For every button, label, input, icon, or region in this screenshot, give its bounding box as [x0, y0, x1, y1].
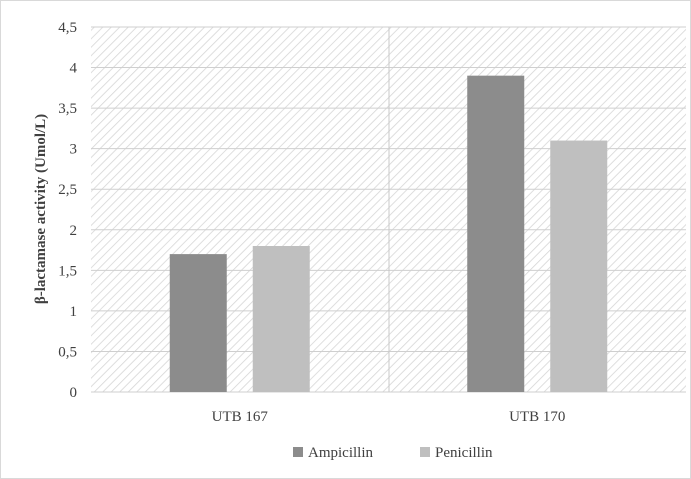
- x-category-labels: UTB 167 UTB 170: [212, 409, 566, 425]
- y-tick-label: 1: [70, 304, 78, 320]
- bar-ampicillin-utb-167: [169, 254, 227, 392]
- x-category-label: UTB 167: [212, 409, 269, 425]
- y-tick-label: 0: [70, 385, 78, 401]
- y-axis-label: β-lactamase activity (Umol/L): [33, 114, 49, 304]
- bar-penicillin-utb-167: [252, 246, 310, 392]
- bars: [169, 75, 608, 393]
- y-tick-label: 0,5: [58, 344, 77, 360]
- y-tick-label: 4,5: [58, 20, 77, 36]
- legend: Ampicillin Penicillin: [293, 445, 493, 461]
- bar-ampicillin-utb-170: [467, 75, 525, 393]
- legend-label: Ampicillin: [308, 445, 373, 461]
- bar-penicillin-utb-170: [550, 140, 608, 392]
- y-tick-label: 2,5: [58, 182, 77, 198]
- legend-label: Penicillin: [435, 445, 493, 461]
- y-tick-label: 2: [70, 223, 78, 239]
- x-category-label: UTB 170: [509, 409, 565, 425]
- y-tick-label: 4: [70, 61, 78, 77]
- legend-swatch: [420, 447, 430, 457]
- y-tick-label: 1,5: [58, 263, 77, 279]
- legend-swatch: [293, 447, 303, 457]
- y-tick-label: 3: [70, 142, 78, 158]
- y-tick-labels: 0 0,5 1 1,5 2 2,5 3 3,5 4 4,5: [58, 20, 77, 401]
- y-tick-label: 3,5: [58, 101, 77, 117]
